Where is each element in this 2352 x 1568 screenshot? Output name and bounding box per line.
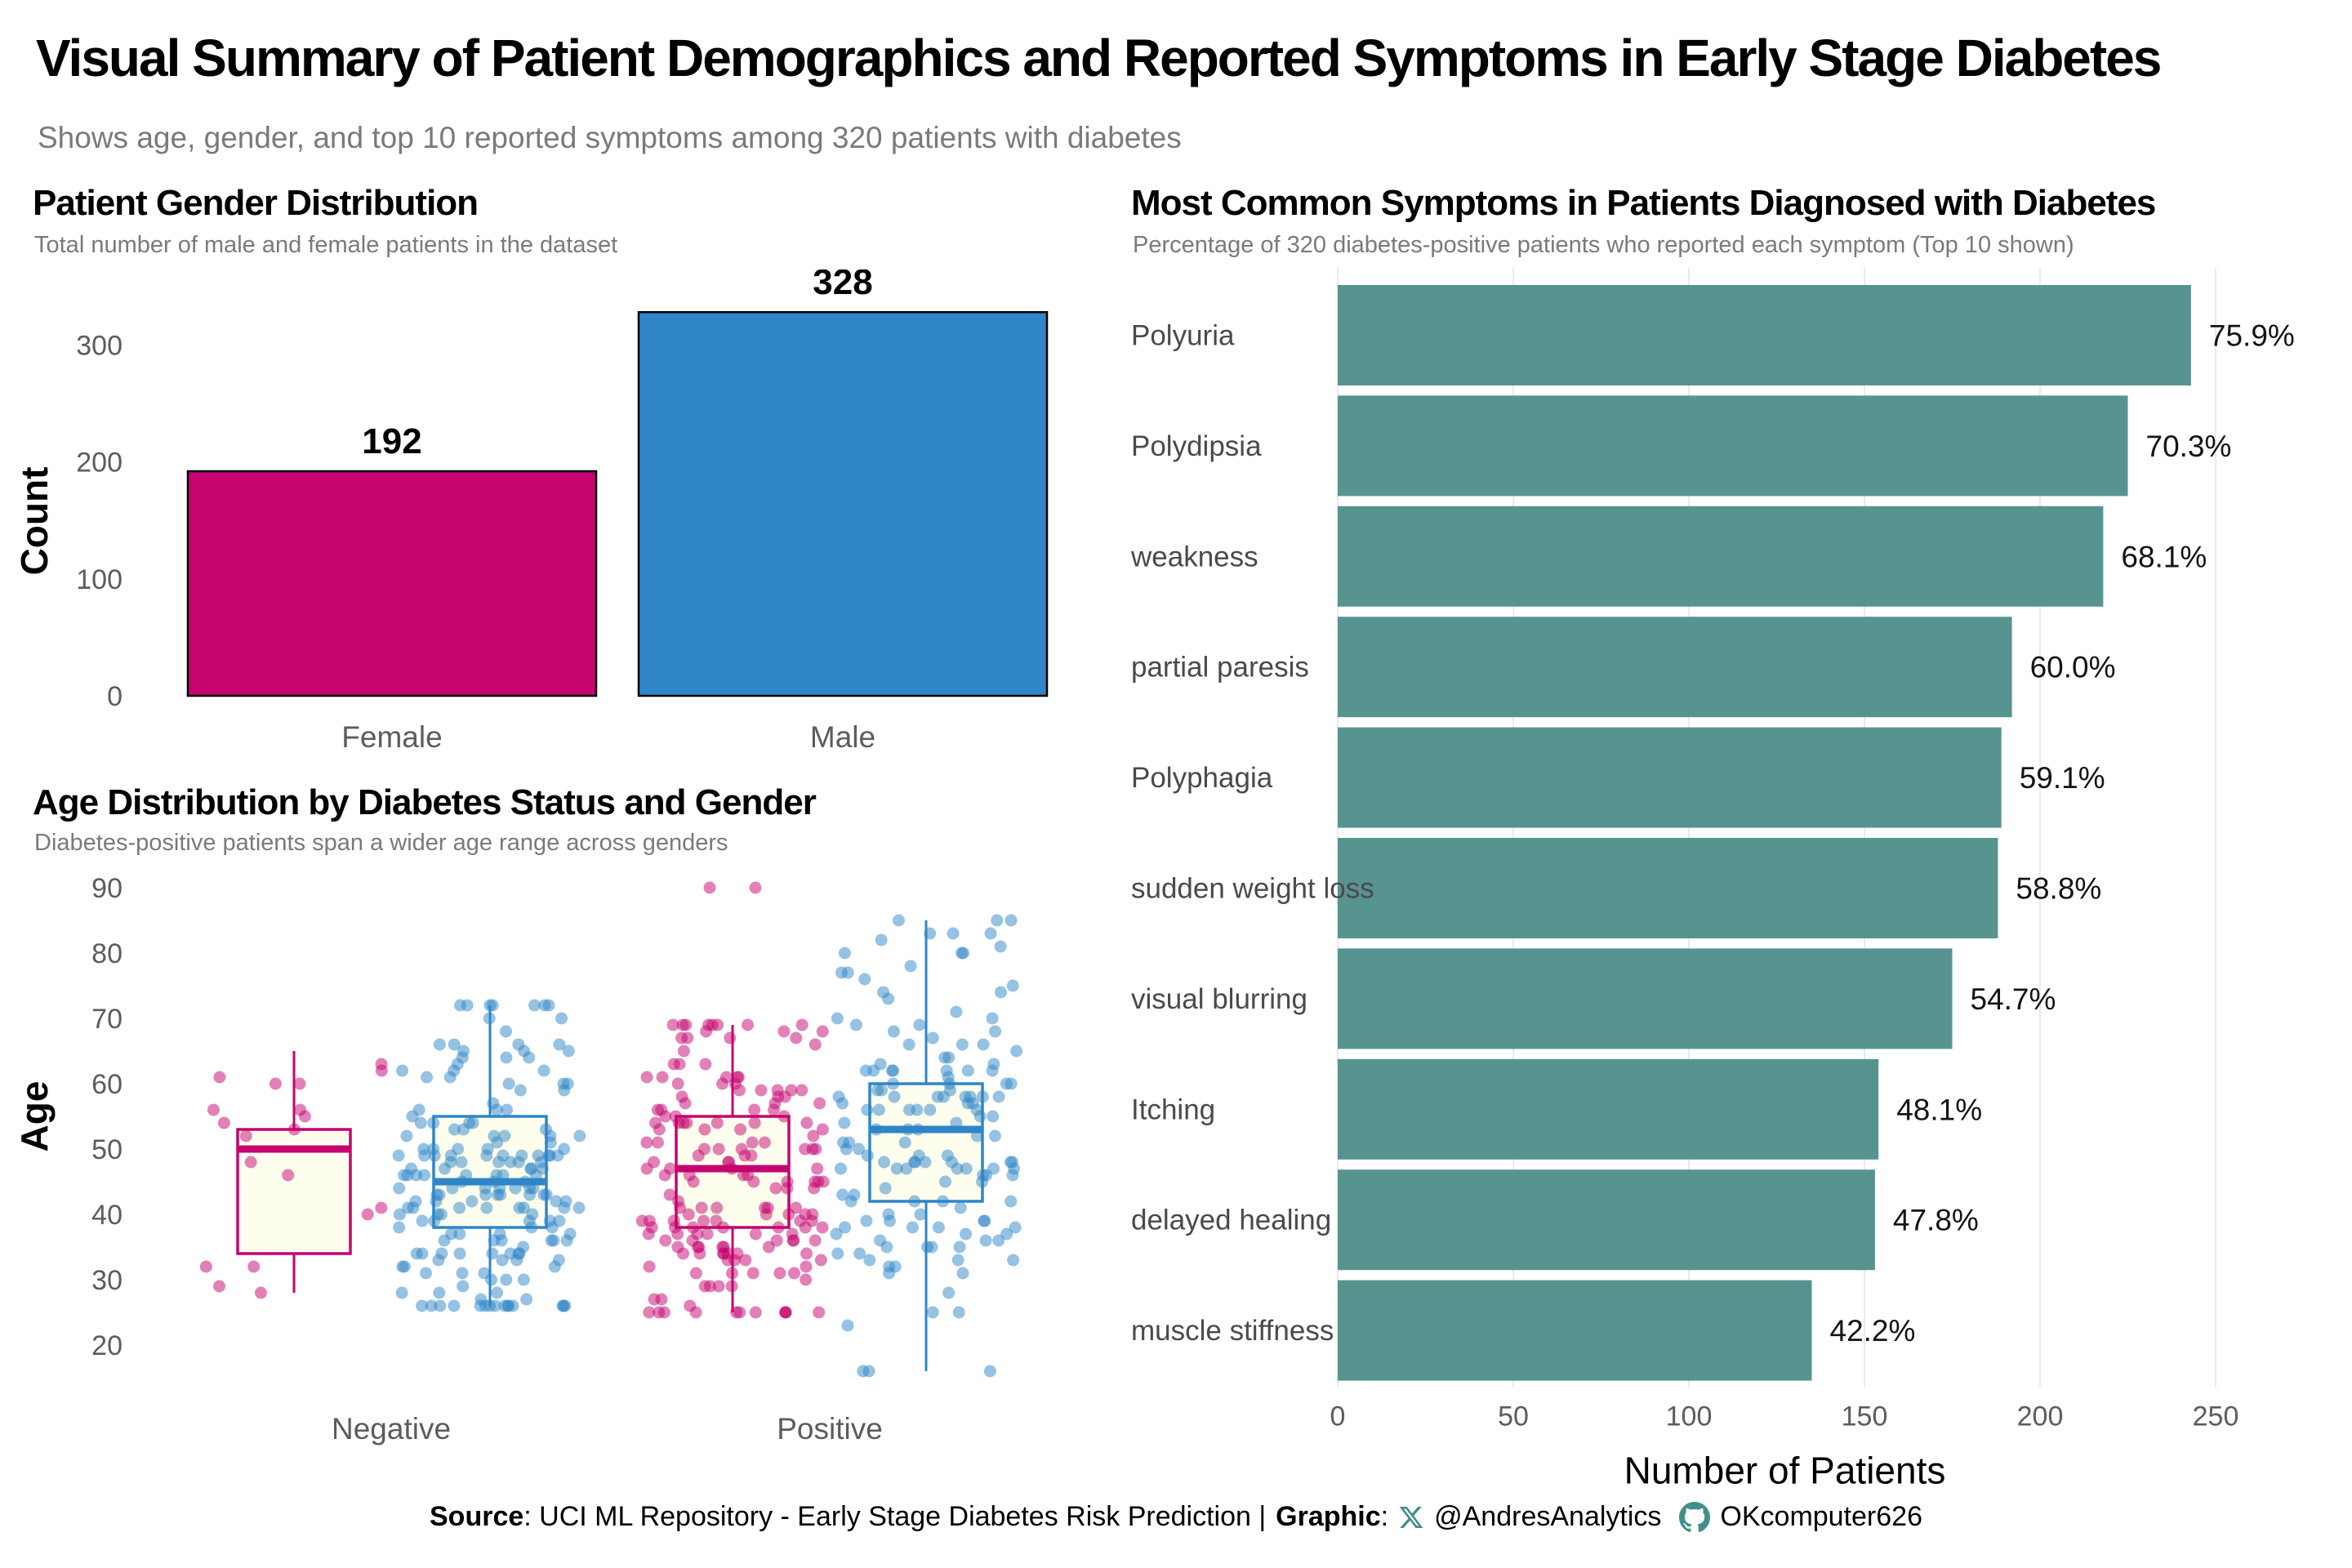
gender-bar-male bbox=[637, 310, 1049, 697]
symptom-label: Polyphagia bbox=[1131, 762, 1273, 794]
gender-bar-female bbox=[186, 470, 598, 697]
svg-text:20: 20 bbox=[91, 1330, 122, 1361]
symptom-label: visual blurring bbox=[1131, 983, 1307, 1015]
symptom-pct-label: 60.0% bbox=[2030, 651, 2116, 684]
symptom-pct-label: 54.7% bbox=[1971, 982, 2056, 1016]
symptom-pct-label: 58.8% bbox=[2016, 872, 2101, 906]
symptom-bar-partial-paresis bbox=[1338, 617, 2012, 718]
gender-x-label-female: Female bbox=[341, 720, 442, 754]
age-boxplot-chart: 20 30 40 50 60 70 80 90 Age Negative Positive bbox=[13, 873, 1023, 1446]
footer-source-text: : UCI ML Repository - Early Stage Diabet… bbox=[523, 1501, 1267, 1532]
footer-graphic-colon: : bbox=[1380, 1501, 1389, 1532]
footer: Source: UCI ML Repository - Early Stage … bbox=[0, 1501, 2352, 1533]
gender-bar-value-male: 328 bbox=[813, 270, 872, 302]
symptom-bar-itching bbox=[1338, 1058, 1879, 1160]
symptom-bar-weakness bbox=[1338, 506, 2104, 607]
symptom-bar-sudden-weight-loss bbox=[1338, 838, 1998, 938]
svg-text:100: 100 bbox=[76, 564, 122, 595]
symptom-bar-muscle-stiffness bbox=[1338, 1280, 1812, 1381]
symptom-label: delayed healing bbox=[1131, 1205, 1331, 1236]
symptom-label: sudden weight loss bbox=[1131, 873, 1374, 905]
symptom-pct-label: 47.8% bbox=[1893, 1204, 1979, 1237]
svg-text:50: 50 bbox=[1498, 1401, 1529, 1432]
page-subtitle: Shows age, gender, and top 10 reported s… bbox=[38, 121, 1182, 154]
jitter-points-positive-female bbox=[635, 881, 830, 1319]
svg-text:70: 70 bbox=[91, 1004, 122, 1035]
svg-text:50: 50 bbox=[91, 1134, 122, 1165]
github-icon bbox=[1679, 1501, 1711, 1533]
symptoms-chart-title: Most Common Symptoms in Patients Diagnos… bbox=[1131, 183, 2156, 223]
gender-x-label-male: Male bbox=[810, 720, 875, 754]
symptom-bar-delayed-healing bbox=[1338, 1169, 1875, 1271]
age-chart-subtitle: Diabetes-positive patients span a wider … bbox=[34, 830, 728, 856]
jitter-points-negative-female bbox=[199, 1058, 388, 1299]
symptom-label: Polyuria bbox=[1131, 320, 1235, 352]
symptom-bar-polyphagia bbox=[1338, 727, 2002, 828]
svg-text:100: 100 bbox=[1666, 1401, 1713, 1432]
footer-github-handle: OKcomputer626 bbox=[1720, 1501, 1922, 1532]
svg-text:0: 0 bbox=[1330, 1401, 1346, 1432]
symptom-bar-polyuria bbox=[1338, 285, 2191, 385]
symptom-label: Polydipsia bbox=[1131, 430, 1262, 462]
symptom-pct-label: 42.2% bbox=[1830, 1314, 1916, 1348]
age-y-axis-title: Age bbox=[13, 1081, 56, 1152]
gender-bar-value-female: 192 bbox=[362, 421, 421, 461]
svg-text:90: 90 bbox=[91, 873, 122, 904]
age-y-ticks: 20 30 40 50 60 70 80 90 bbox=[91, 873, 122, 1361]
footer-graphic-label: Graphic bbox=[1276, 1501, 1381, 1532]
age-x-label-negative: Negative bbox=[332, 1412, 451, 1446]
svg-text:300: 300 bbox=[76, 330, 122, 361]
symptoms-bar-chart: 0 50 100 150 200 250 Polyuria 75.9% Polydipsia 70… bbox=[1130, 268, 2295, 1492]
symptom-pct-label: 59.1% bbox=[2020, 761, 2105, 795]
jitter-points-negative-male bbox=[392, 999, 586, 1312]
svg-text:150: 150 bbox=[1842, 1401, 1888, 1432]
gender-bar-chart: 0 100 200 300 Count 192 Female 328 Male bbox=[13, 270, 1049, 754]
gender-chart-title: Patient Gender Distribution bbox=[33, 183, 479, 223]
age-x-label-positive: Positive bbox=[777, 1412, 883, 1446]
x-twitter-icon bbox=[1398, 1504, 1424, 1530]
symptom-label: partial paresis bbox=[1131, 652, 1309, 684]
symptom-pct-label: 75.9% bbox=[2209, 319, 2295, 353]
symptom-label: Itching bbox=[1131, 1094, 1215, 1125]
boxplot-negative-female bbox=[236, 1051, 352, 1293]
jitter-points-positive-male bbox=[830, 914, 1023, 1378]
gender-chart-subtitle: Total number of male and female patients… bbox=[34, 232, 618, 258]
page-title: Visual Summary of Patient Demographics a… bbox=[36, 29, 2162, 87]
gender-y-ticks: 0 100 200 300 bbox=[76, 330, 122, 712]
svg-text:40: 40 bbox=[91, 1200, 122, 1231]
svg-text:60: 60 bbox=[91, 1069, 122, 1100]
svg-text:200: 200 bbox=[2017, 1401, 2064, 1432]
footer-source-label: Source bbox=[430, 1501, 524, 1532]
symptom-label: weakness bbox=[1130, 541, 1258, 572]
age-chart-title: Age Distribution by Diabetes Status and … bbox=[33, 782, 817, 822]
symptom-pct-label: 48.1% bbox=[1896, 1093, 1982, 1126]
gender-y-axis-title: Count bbox=[13, 467, 56, 576]
svg-text:0: 0 bbox=[107, 681, 122, 712]
svg-text:30: 30 bbox=[91, 1265, 122, 1296]
svg-text:80: 80 bbox=[91, 938, 122, 969]
symptoms-x-axis-title: Number of Patients bbox=[1624, 1450, 1946, 1492]
footer-x-handle: @AndresAnalytics bbox=[1434, 1501, 1662, 1532]
symptom-pct-label: 70.3% bbox=[2146, 430, 2232, 463]
svg-text:200: 200 bbox=[76, 448, 122, 479]
symptoms-chart-subtitle: Percentage of 320 diabetes-positive pati… bbox=[1133, 232, 2074, 258]
symptom-bar-polydipsia bbox=[1338, 395, 2128, 497]
symptom-bar-visual-blurring bbox=[1338, 948, 1953, 1049]
symptom-pct-label: 68.1% bbox=[2121, 540, 2207, 573]
svg-text:250: 250 bbox=[2193, 1401, 2239, 1432]
symptom-label: muscle stiffness bbox=[1131, 1315, 1334, 1347]
